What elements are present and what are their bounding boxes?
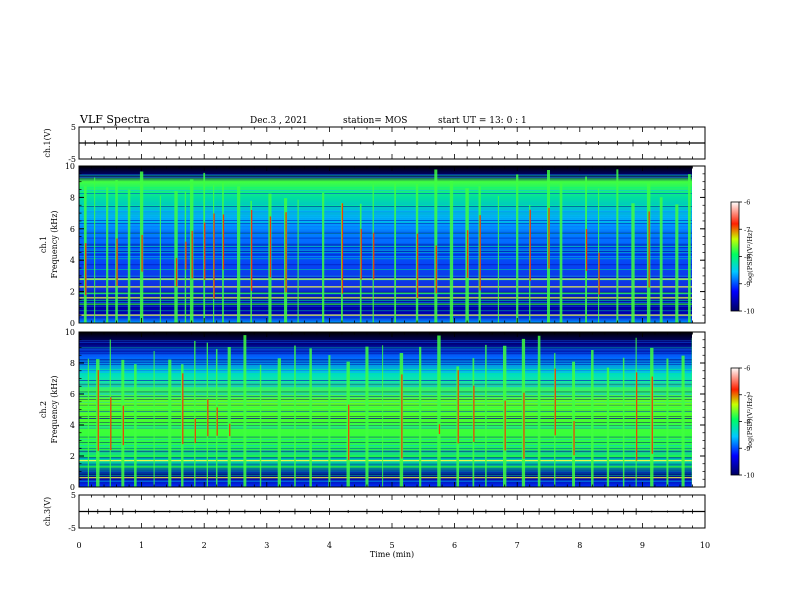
spectrogram-gap [692, 166, 705, 323]
ch1-waveform-panel: 5 -5 ch.1(V) [43, 123, 706, 164]
y-axis-label: ch.1(V) [43, 128, 52, 157]
header-start-time: start UT = 13: 0 : 1 [438, 116, 527, 126]
figure-title: VLF Spectra [79, 113, 150, 126]
y-tick-label: 6 [70, 225, 75, 234]
ch2-colorbar: -6 -7 -8 -9 -10 log(PSD)(V²/Hz) [730, 365, 754, 480]
x-tick-label: 3 [264, 541, 269, 550]
y-tick-label: 5 [71, 491, 76, 500]
y-axis-label-frequency: Frequency (kHz) [50, 210, 59, 278]
x-tick-label: 8 [577, 541, 582, 550]
y-tick-label: -5 [68, 524, 76, 533]
y-axis-label-channel: ch.2 [39, 401, 48, 418]
y-tick-label: 2 [70, 288, 75, 297]
x-tick-label: 2 [202, 541, 207, 550]
y-tick-label: 2 [70, 452, 75, 461]
figure-header: VLF Spectra Dec.3 , 2021 station= MOS st… [79, 113, 527, 126]
colorbar-tick-label: -9 [744, 445, 750, 453]
spectrogram-background [79, 166, 705, 323]
x-tick-label: 0 [76, 541, 81, 550]
colorbar-gradient [730, 201, 740, 312]
spectrogram-gap [692, 332, 705, 487]
y-tick-label: 5 [71, 123, 76, 132]
colorbar-tick-label: -6 [744, 365, 750, 373]
y-tick-label: 10 [65, 328, 75, 337]
colorbar-tick-label: -9 [744, 280, 750, 288]
colorbar-tick-label: -10 [744, 308, 754, 316]
x-tick-label: 10 [700, 541, 710, 550]
y-axis-label-frequency: Frequency (kHz) [50, 375, 59, 443]
colorbar-tick-label: -6 [744, 199, 750, 207]
ch1-colorbar: -6 -7 -8 -9 -10 log(PSD)(V²/Hz) [730, 199, 754, 316]
colorbar-tick-label: -10 [744, 472, 754, 480]
y-tick-label: 4 [70, 421, 75, 430]
x-tick-label: 7 [515, 541, 520, 550]
y-tick-label: 6 [70, 390, 75, 399]
ch2-spectrogram-panel: 0 2 4 6 8 10 ch.2 Frequency (kHz) [39, 328, 706, 492]
ch3-waveform-panel: 5 -5 ch.3(V) 0 1 2 3 4 5 6 7 8 9 10 Time (min) [43, 491, 710, 559]
x-tick-label: 6 [452, 541, 457, 550]
y-axis-label: ch.3(V) [43, 497, 52, 526]
y-tick-label: 10 [65, 162, 75, 171]
y-axis-label-channel: ch.1 [39, 236, 48, 253]
x-tick-label: 9 [640, 541, 645, 550]
ch1-spectrogram-panel: 0 2 4 6 8 10 ch.1 Frequency (kHz) [39, 162, 706, 328]
colorbar-tick-label: -8 [744, 418, 750, 426]
colorbar-tick-label: -7 [744, 226, 750, 234]
y-tick-label: 8 [70, 359, 75, 368]
y-tick-label: 4 [70, 256, 75, 265]
colorbar-tick-label: -7 [744, 391, 750, 399]
colorbar-label: log(PSD)(V²/Hz) [746, 395, 754, 448]
x-axis-label: Time (min) [370, 550, 414, 559]
colorbar-label: log(PSD)(V²/Hz) [746, 230, 754, 283]
colorbar-gradient [730, 367, 740, 476]
y-tick-label: 0 [70, 319, 75, 328]
y-tick-label: -5 [68, 155, 76, 164]
header-station: station= MOS [343, 116, 407, 126]
y-tick-label: 8 [70, 193, 75, 202]
colorbar-tick-label: -8 [744, 253, 750, 261]
x-tick-label: 4 [327, 541, 332, 550]
y-tick-label: 0 [70, 483, 75, 492]
header-date: Dec.3 , 2021 [250, 116, 308, 126]
x-tick-label: 1 [139, 541, 144, 550]
x-tick-label: 5 [389, 541, 394, 550]
